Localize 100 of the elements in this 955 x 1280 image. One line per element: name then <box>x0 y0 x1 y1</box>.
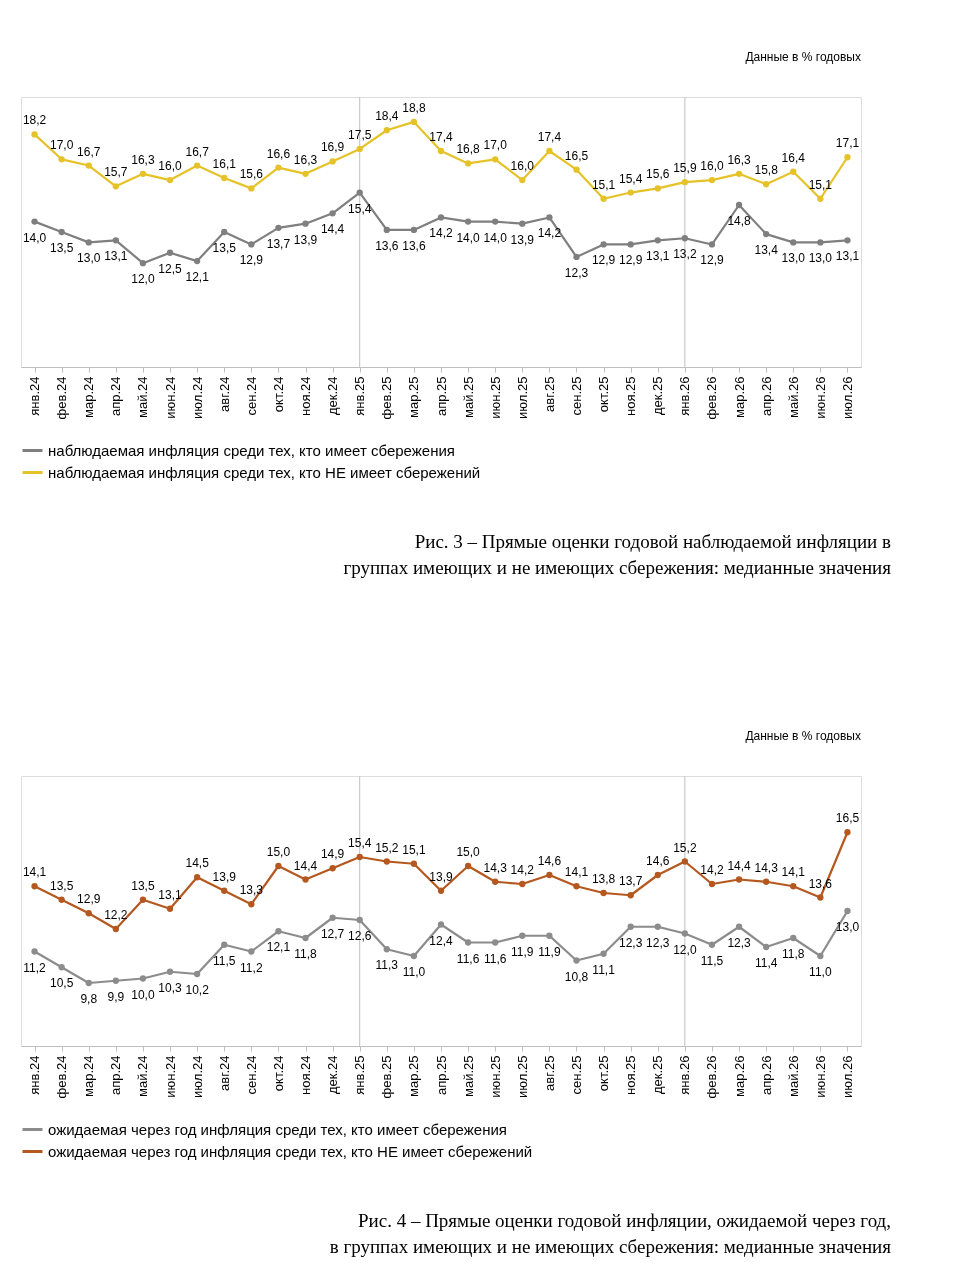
legend-label: наблюдаемая инфляция среди тех, кто НЕ имеет сбережений <box>48 463 481 481</box>
data-label: 15,4 <box>348 836 372 850</box>
data-label: 9,8 <box>80 992 98 1006</box>
x-tick-label: дек.25 <box>650 1055 666 1095</box>
data-label: 13,5 <box>212 241 237 255</box>
data-label: 17,1 <box>835 136 860 151</box>
x-tick-label: июн.24 <box>162 376 178 419</box>
data-label: 14,4 <box>293 858 318 873</box>
data-label: 15,8 <box>754 163 779 178</box>
data-label: 15,1 <box>591 177 616 192</box>
data-label: 16,5 <box>835 811 860 826</box>
data-label: 15,2 <box>375 840 399 855</box>
data-label: 12,3 <box>727 935 752 950</box>
data-label: 12,9 <box>239 253 264 268</box>
data-label: 14,6 <box>537 854 562 868</box>
data-label: 15,1 <box>402 842 426 857</box>
data-label: 14,1 <box>22 865 47 880</box>
data-label: 13,6 <box>402 238 426 253</box>
x-tick-label: июн.24 <box>162 1055 178 1098</box>
data-label: 12,4 <box>429 933 453 948</box>
x-tick-label: апр.24 <box>108 1055 124 1096</box>
x-tick-label: май.24 <box>135 376 151 419</box>
data-label: 14,9 <box>320 847 345 862</box>
x-tick-label: фев.26 <box>704 1055 720 1099</box>
data-label: 11,0 <box>402 965 426 979</box>
x-tick-label: июл.26 <box>839 376 855 419</box>
data-label: 11,1 <box>592 962 616 977</box>
data-label: 10,3 <box>158 980 183 995</box>
x-tick-label: июл.25 <box>514 1055 530 1098</box>
x-tick-label: фев.25 <box>379 1055 395 1099</box>
x-tick-label: ноя.25 <box>623 376 639 417</box>
x-tick-label: янв.26 <box>677 376 693 416</box>
data-label: 11,4 <box>754 956 778 970</box>
x-tick-label: май.25 <box>460 376 476 419</box>
x-tick-label: мар.25 <box>406 376 422 418</box>
data-label: 13,0 <box>808 251 833 266</box>
data-label: 13,9 <box>429 869 453 884</box>
data-label: 15,2 <box>673 840 697 855</box>
data-label: 16,9 <box>320 140 345 155</box>
x-tick-label: авг.24 <box>216 376 232 412</box>
x-tick-label: ноя.24 <box>298 1055 314 1096</box>
x-tick-label: май.25 <box>460 1055 476 1098</box>
data-label: 13,6 <box>375 238 399 253</box>
data-label: 14,2 <box>700 863 724 877</box>
data-label: 15,0 <box>456 845 481 859</box>
data-label: 11,8 <box>294 947 318 961</box>
data-label: 12,9 <box>700 253 724 268</box>
x-tick-label: янв.25 <box>352 1055 368 1095</box>
data-label: 14,0 <box>456 230 481 245</box>
x-tick-label: май.24 <box>135 1055 151 1098</box>
data-label: 9,9 <box>107 989 125 1004</box>
x-tick-label: сен.25 <box>568 1055 584 1095</box>
x-tick-label: апр.26 <box>758 376 774 417</box>
legend-label: ожидаемая через год инфляция среди тех, кто имеет сбережения <box>48 1120 507 1138</box>
data-label: 12,3 <box>619 935 643 950</box>
data-label: 16,3 <box>727 152 752 167</box>
x-tick-label: июн.26 <box>812 1055 828 1098</box>
data-label: 16,0 <box>158 159 183 174</box>
x-tick-label: июл.26 <box>839 1055 855 1098</box>
x-tick-label: ноя.24 <box>298 376 314 417</box>
data-label: 15,4 <box>348 201 372 216</box>
x-tick-label: июл.24 <box>189 1055 205 1098</box>
x-tick-label: апр.26 <box>758 1055 774 1096</box>
x-tick-label: янв.26 <box>677 1055 693 1095</box>
x-tick-label: сен.24 <box>243 1055 259 1095</box>
data-label: 15,4 <box>619 171 643 186</box>
data-label: 11,9 <box>538 944 561 959</box>
x-tick-label: мар.24 <box>81 376 97 418</box>
data-label: 14,6 <box>646 854 670 868</box>
data-label: 14,5 <box>185 856 210 871</box>
x-tick-label: фев.25 <box>379 376 395 420</box>
x-tick-label: май.26 <box>785 376 801 419</box>
x-tick-label: фев.24 <box>54 1055 70 1099</box>
data-label: 15,0 <box>266 845 291 859</box>
x-tick-label: авг.25 <box>541 1055 557 1091</box>
data-label: 13,9 <box>510 232 535 247</box>
x-tick-label: июн.26 <box>812 376 828 419</box>
data-label: 16,3 <box>293 152 318 167</box>
data-label: 14,2 <box>429 226 453 241</box>
data-label: 13,0 <box>835 920 860 934</box>
data-label: 16,6 <box>266 146 291 161</box>
data-label: 12,9 <box>619 253 643 268</box>
data-label: 18,8 <box>402 100 426 115</box>
x-tick-label: дек.25 <box>650 376 666 416</box>
data-label: 11,8 <box>782 947 805 961</box>
data-label: 14,2 <box>510 863 535 877</box>
data-label: 11,3 <box>375 958 399 973</box>
data-label: 14,2 <box>537 226 562 241</box>
data-label: 13,4 <box>754 243 779 258</box>
x-tick-label: мар.25 <box>406 1055 422 1097</box>
data-label: 11,6 <box>483 951 507 966</box>
data-label: 13,0 <box>77 251 101 266</box>
x-tick-label: мар.24 <box>81 1055 97 1097</box>
data-label: 12,5 <box>158 261 183 276</box>
data-label: 15,6 <box>646 167 670 182</box>
x-tick-label: окт.24 <box>270 376 286 413</box>
data-label: 12,3 <box>646 935 670 950</box>
data-label: 13,9 <box>293 232 318 247</box>
data-label: 10,5 <box>49 976 74 991</box>
x-tick-label: янв.24 <box>27 1055 43 1095</box>
